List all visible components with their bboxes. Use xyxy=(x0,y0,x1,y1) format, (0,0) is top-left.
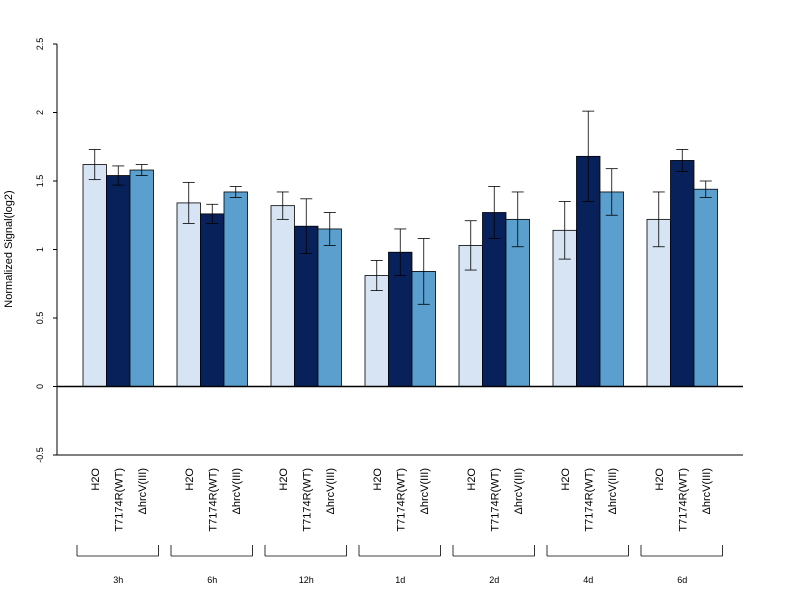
bar xyxy=(317,228,342,387)
bar xyxy=(176,202,201,387)
category-label: T7174R(WT) xyxy=(489,468,501,532)
bar xyxy=(693,188,718,387)
y-tick-label: 2.5 xyxy=(35,38,45,51)
group-label: 2d xyxy=(489,575,499,585)
group-label: 6d xyxy=(677,575,687,585)
category-label: T7174R(WT) xyxy=(301,468,313,532)
category-label: ΔhrcV(III) xyxy=(701,468,713,514)
category-label: ΔhrcV(III) xyxy=(607,468,619,514)
category-label: ΔhrcV(III) xyxy=(231,468,243,514)
group-label: 1d xyxy=(395,575,405,585)
bar xyxy=(223,191,248,387)
category-label: H2O xyxy=(372,468,384,491)
bar xyxy=(82,164,107,387)
y-tick-label: -0.5 xyxy=(35,447,45,463)
y-tick-label: 0.5 xyxy=(35,312,45,325)
category-label: ΔhrcV(III) xyxy=(325,468,337,514)
bar xyxy=(599,191,624,387)
bar xyxy=(270,205,295,387)
category-label: H2O xyxy=(184,468,196,491)
category-label: T7174R(WT) xyxy=(113,468,125,532)
y-tick-label: 2 xyxy=(35,110,45,115)
bar xyxy=(200,213,225,387)
bar xyxy=(129,169,154,387)
category-label: H2O xyxy=(466,468,478,491)
category-label: H2O xyxy=(654,468,666,491)
category-label: H2O xyxy=(560,468,572,491)
y-tick-label: 0 xyxy=(35,384,45,389)
plot-area: -0.5 0 0.5 1 1.5 2 2.5 H2O T7174R(WT) ΔhrcV(III) 3… xyxy=(35,38,743,585)
category-label: ΔhrcV(III) xyxy=(419,468,431,514)
group-label: 12h xyxy=(299,575,314,585)
y-axis-label: Normalized Signal(log2) xyxy=(3,190,15,307)
y-tick-label: 1 xyxy=(35,247,45,252)
category-label: T7174R(WT) xyxy=(677,468,689,532)
category-label: ΔhrcV(III) xyxy=(513,468,525,514)
group-label: 6h xyxy=(207,575,217,585)
category-label: T7174R(WT) xyxy=(395,468,407,532)
category-label: H2O xyxy=(278,468,290,491)
bar xyxy=(106,175,131,387)
category-label: T7174R(WT) xyxy=(583,468,595,532)
y-tick-label: 1.5 xyxy=(35,175,45,188)
group-label: 4d xyxy=(583,575,593,585)
category-label: H2O xyxy=(90,468,102,491)
group-label: 3h xyxy=(113,575,123,585)
category-label: ΔhrcV(III) xyxy=(137,468,149,514)
category-label: T7174R(WT) xyxy=(207,468,219,532)
bar xyxy=(670,160,695,387)
bar xyxy=(364,275,389,387)
